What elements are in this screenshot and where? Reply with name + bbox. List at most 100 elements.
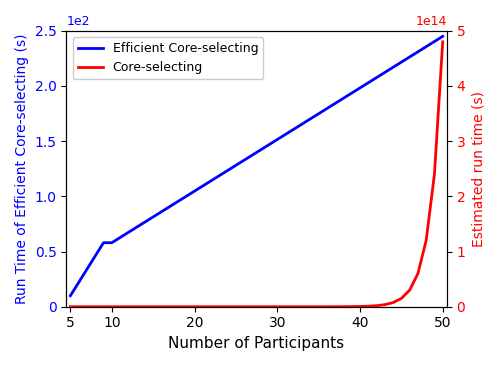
Efficient Core-selecting — [76, 280, 82, 285]
Efficient Core-selecting — [192, 189, 198, 193]
Core-selecting — [340, 305, 346, 309]
Efficient Core-selecting — [117, 235, 123, 240]
Text: 1e2: 1e2 — [66, 15, 90, 28]
Core-selecting — [134, 305, 140, 309]
Y-axis label: Run Time of Efficient Core-selecting (s): Run Time of Efficient Core-selecting (s) — [15, 34, 29, 304]
Efficient Core-selecting — [158, 210, 164, 214]
Efficient Core-selecting — [175, 199, 181, 203]
Efficient Core-selecting — [126, 230, 132, 235]
Core-selecting — [291, 305, 297, 309]
Core-selecting — [68, 305, 73, 309]
Efficient Core-selecting — [382, 70, 388, 75]
Core-selecting — [224, 305, 230, 309]
Efficient Core-selecting — [250, 153, 256, 157]
Efficient Core-selecting — [208, 179, 214, 183]
Efficient Core-selecting — [291, 127, 297, 131]
Efficient Core-selecting — [92, 254, 98, 258]
Core-selecting — [374, 303, 380, 308]
Core-selecting — [200, 305, 206, 309]
Core-selecting — [357, 304, 363, 309]
Efficient Core-selecting — [241, 158, 247, 163]
Efficient Core-selecting — [142, 220, 148, 224]
Efficient Core-selecting — [200, 184, 206, 188]
Efficient Core-selecting — [258, 147, 264, 152]
Core-selecting — [423, 238, 429, 243]
Core-selecting — [266, 305, 272, 309]
Core-selecting — [348, 305, 354, 309]
Core-selecting — [100, 305, 106, 309]
Efficient Core-selecting — [348, 91, 354, 95]
Core-selecting — [324, 305, 330, 309]
Efficient Core-selecting — [84, 267, 90, 272]
Core-selecting — [216, 305, 222, 309]
Core-selecting — [117, 305, 123, 309]
Efficient Core-selecting — [68, 294, 73, 298]
Core-selecting — [415, 272, 421, 276]
Efficient Core-selecting — [134, 225, 140, 229]
Core-selecting — [432, 172, 438, 176]
Core-selecting — [175, 305, 181, 309]
Core-selecting — [316, 305, 322, 309]
Efficient Core-selecting — [374, 75, 380, 80]
Efficient Core-selecting — [308, 117, 314, 121]
Core-selecting — [382, 302, 388, 307]
X-axis label: Number of Participants: Number of Participants — [168, 336, 344, 351]
Core-selecting — [366, 304, 372, 309]
Core-selecting — [84, 305, 90, 309]
Efficient Core-selecting — [216, 173, 222, 178]
Efficient Core-selecting — [316, 112, 322, 116]
Efficient Core-selecting — [390, 65, 396, 70]
Efficient Core-selecting — [324, 107, 330, 111]
Efficient Core-selecting — [340, 96, 346, 100]
Core-selecting — [208, 305, 214, 309]
Efficient Core-selecting — [432, 39, 438, 44]
Core-selecting — [192, 305, 198, 309]
Efficient Core-selecting — [332, 101, 338, 106]
Line: Efficient Core-selecting: Efficient Core-selecting — [70, 36, 442, 296]
Efficient Core-selecting — [166, 204, 172, 209]
Efficient Core-selecting — [357, 86, 363, 90]
Core-selecting — [241, 305, 247, 309]
Y-axis label: Estimated run time (s): Estimated run time (s) — [471, 91, 485, 247]
Legend: Efficient Core-selecting, Core-selecting: Efficient Core-selecting, Core-selecting — [72, 37, 263, 79]
Efficient Core-selecting — [150, 215, 156, 219]
Efficient Core-selecting — [440, 34, 446, 38]
Efficient Core-selecting — [224, 168, 230, 173]
Efficient Core-selecting — [415, 50, 421, 54]
Core-selecting — [282, 305, 288, 309]
Text: 1e14: 1e14 — [416, 15, 447, 28]
Core-selecting — [398, 296, 404, 300]
Core-selecting — [183, 305, 189, 309]
Efficient Core-selecting — [366, 81, 372, 85]
Core-selecting — [440, 40, 446, 44]
Core-selecting — [142, 305, 148, 309]
Core-selecting — [76, 305, 82, 309]
Efficient Core-selecting — [398, 60, 404, 64]
Core-selecting — [258, 305, 264, 309]
Efficient Core-selecting — [423, 44, 429, 49]
Efficient Core-selecting — [100, 240, 106, 245]
Core-selecting — [233, 305, 239, 309]
Core-selecting — [332, 305, 338, 309]
Core-selecting — [109, 305, 115, 309]
Efficient Core-selecting — [282, 132, 288, 137]
Core-selecting — [166, 305, 172, 309]
Efficient Core-selecting — [233, 163, 239, 168]
Efficient Core-selecting — [274, 137, 280, 142]
Core-selecting — [92, 305, 98, 309]
Core-selecting — [158, 305, 164, 309]
Efficient Core-selecting — [299, 122, 305, 126]
Core-selecting — [250, 305, 256, 309]
Core-selecting — [406, 288, 412, 292]
Core-selecting — [274, 305, 280, 309]
Efficient Core-selecting — [109, 240, 115, 245]
Core-selecting — [390, 300, 396, 305]
Core-selecting — [308, 305, 314, 309]
Core-selecting — [299, 305, 305, 309]
Line: Core-selecting: Core-selecting — [70, 42, 442, 307]
Efficient Core-selecting — [266, 142, 272, 147]
Efficient Core-selecting — [183, 194, 189, 198]
Core-selecting — [126, 305, 132, 309]
Efficient Core-selecting — [406, 55, 412, 59]
Core-selecting — [150, 305, 156, 309]
